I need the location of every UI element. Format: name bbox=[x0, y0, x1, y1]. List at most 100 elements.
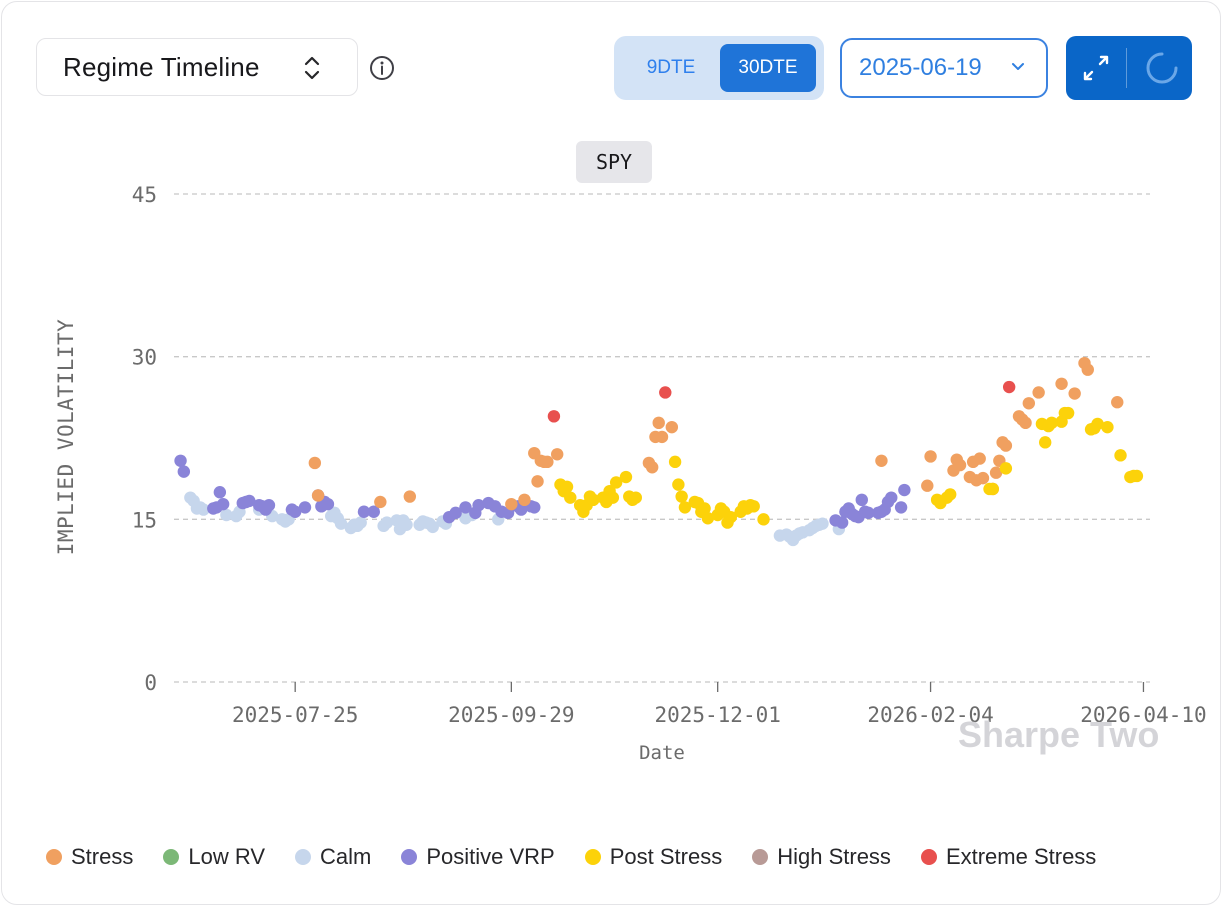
data-point-positive-vrp[interactable] bbox=[288, 505, 302, 518]
data-point-positive-vrp[interactable] bbox=[898, 483, 911, 497]
data-point-positive-vrp[interactable] bbox=[298, 501, 312, 514]
data-point-post-stress[interactable] bbox=[1091, 417, 1104, 431]
data-point-post-stress[interactable] bbox=[1130, 469, 1144, 483]
data-point-post-stress[interactable] bbox=[587, 493, 600, 507]
data-point-positive-vrp[interactable] bbox=[459, 501, 472, 514]
data-point-stress[interactable] bbox=[976, 471, 990, 485]
data-point-post-stress[interactable] bbox=[724, 510, 737, 524]
data-point-calm[interactable] bbox=[816, 517, 829, 530]
data-point-post-stress[interactable] bbox=[629, 491, 642, 504]
data-point-stress[interactable] bbox=[1022, 397, 1036, 410]
data-point-stress[interactable] bbox=[953, 458, 967, 472]
data-point-stress[interactable] bbox=[374, 495, 387, 509]
data-point-calm[interactable] bbox=[197, 503, 210, 516]
data-point-positive-vrp[interactable] bbox=[174, 454, 187, 467]
legend-item-high-stress[interactable]: High Stress bbox=[752, 844, 891, 870]
data-point-post-stress[interactable] bbox=[609, 476, 623, 489]
data-point-stress[interactable] bbox=[921, 479, 934, 492]
data-point-stress[interactable] bbox=[1111, 396, 1124, 409]
data-point-post-stress[interactable] bbox=[1114, 449, 1127, 462]
data-point-post-stress[interactable] bbox=[619, 470, 633, 484]
data-point-post-stress[interactable] bbox=[757, 513, 770, 526]
data-point-stress[interactable] bbox=[308, 456, 322, 470]
legend-item-low-rv[interactable]: Low RV bbox=[163, 844, 265, 870]
data-point-positive-vrp[interactable] bbox=[472, 499, 485, 512]
legend-item-extreme-stress[interactable]: Extreme Stress bbox=[920, 844, 1096, 870]
data-point-calm[interactable] bbox=[334, 517, 348, 530]
data-point-stress[interactable] bbox=[973, 452, 986, 465]
data-point-calm[interactable] bbox=[380, 516, 394, 529]
data-point-stress[interactable] bbox=[541, 455, 554, 469]
data-point-positive-vrp[interactable] bbox=[528, 501, 541, 514]
data-point-positive-vrp[interactable] bbox=[243, 494, 256, 508]
data-point-positive-vrp[interactable] bbox=[449, 506, 462, 520]
data-point-stress[interactable] bbox=[1055, 377, 1068, 390]
data-point-post-stress[interactable] bbox=[672, 478, 685, 491]
dte-option-30[interactable]: 30DTE bbox=[720, 44, 816, 92]
data-point-stress[interactable] bbox=[875, 454, 888, 467]
data-point-positive-vrp[interactable] bbox=[177, 465, 191, 478]
data-point-post-stress[interactable] bbox=[606, 491, 620, 504]
data-point-post-stress[interactable] bbox=[944, 488, 957, 501]
data-point-post-stress[interactable] bbox=[1045, 416, 1058, 430]
data-point-stress[interactable] bbox=[403, 490, 417, 503]
data-point-positive-vrp[interactable] bbox=[262, 499, 276, 512]
data-point-positive-vrp[interactable] bbox=[367, 505, 380, 518]
data-point-positive-vrp[interactable] bbox=[855, 493, 868, 507]
legend-item-post-stress[interactable]: Post Stress bbox=[584, 844, 722, 870]
data-point-stress[interactable] bbox=[655, 430, 669, 444]
data-point-stress[interactable] bbox=[1019, 416, 1032, 430]
data-point-post-stress[interactable] bbox=[564, 491, 577, 504]
data-point-stress[interactable] bbox=[924, 450, 937, 463]
data-point-stress[interactable] bbox=[645, 461, 659, 474]
data-point-stress[interactable] bbox=[531, 475, 544, 488]
data-point-post-stress[interactable] bbox=[999, 462, 1013, 475]
info-icon[interactable] bbox=[368, 54, 396, 82]
data-point-calm[interactable] bbox=[220, 508, 233, 522]
data-point-post-stress[interactable] bbox=[986, 482, 999, 496]
data-point-positive-vrp[interactable] bbox=[885, 491, 898, 504]
data-point-post-stress[interactable] bbox=[747, 500, 760, 513]
data-point-post-stress[interactable] bbox=[701, 512, 715, 525]
expand-icon[interactable] bbox=[1076, 48, 1116, 88]
data-point-positive-vrp[interactable] bbox=[321, 497, 335, 511]
data-point-extreme-stress[interactable] bbox=[547, 410, 561, 423]
data-point-extreme-stress[interactable] bbox=[659, 386, 672, 399]
data-point-stress[interactable] bbox=[989, 466, 1003, 479]
data-point-stress[interactable] bbox=[652, 416, 665, 430]
data-point-post-stress[interactable] bbox=[1061, 406, 1075, 420]
data-point-positive-vrp[interactable] bbox=[213, 486, 227, 499]
data-point-stress[interactable] bbox=[665, 420, 679, 434]
data-point-extreme-stress[interactable] bbox=[1002, 380, 1016, 394]
dte-option-9[interactable]: 9DTE bbox=[646, 57, 696, 78]
data-point-post-stress[interactable] bbox=[675, 490, 688, 503]
data-point-positive-vrp[interactable] bbox=[357, 505, 371, 518]
data-point-post-stress[interactable] bbox=[668, 455, 682, 469]
view-selector[interactable]: Regime Timeline bbox=[36, 38, 358, 96]
data-point-stress[interactable] bbox=[311, 489, 325, 502]
data-point-positive-vrp[interactable] bbox=[514, 503, 528, 516]
data-point-post-stress[interactable] bbox=[698, 502, 711, 515]
data-point-positive-vrp[interactable] bbox=[894, 501, 908, 514]
legend-item-calm[interactable]: Calm bbox=[295, 844, 371, 870]
data-point-stress[interactable] bbox=[1081, 363, 1094, 376]
data-point-post-stress[interactable] bbox=[560, 480, 574, 493]
legend-item-stress[interactable]: Stress bbox=[46, 844, 133, 870]
data-point-calm[interactable] bbox=[426, 520, 439, 534]
legend-item-positive-vrp[interactable]: Positive VRP bbox=[401, 844, 555, 870]
data-point-stress[interactable] bbox=[1032, 386, 1045, 399]
data-point-stress[interactable] bbox=[550, 448, 564, 461]
loading-spinner-icon[interactable] bbox=[1142, 48, 1182, 88]
data-point-calm[interactable] bbox=[354, 516, 367, 529]
data-point-post-stress[interactable] bbox=[1101, 420, 1114, 434]
data-point-post-stress[interactable] bbox=[1038, 436, 1052, 449]
data-point-positive-vrp[interactable] bbox=[835, 516, 849, 529]
data-point-stress[interactable] bbox=[999, 439, 1013, 452]
data-point-stress[interactable] bbox=[1068, 387, 1081, 400]
data-point-calm[interactable] bbox=[400, 518, 413, 531]
data-point-post-stress[interactable] bbox=[678, 501, 692, 514]
data-point-stress[interactable] bbox=[518, 493, 531, 507]
data-point-stress[interactable] bbox=[505, 497, 518, 511]
date-selector[interactable]: 2025-06-19 bbox=[840, 38, 1048, 98]
data-point-positive-vrp[interactable] bbox=[216, 497, 230, 511]
